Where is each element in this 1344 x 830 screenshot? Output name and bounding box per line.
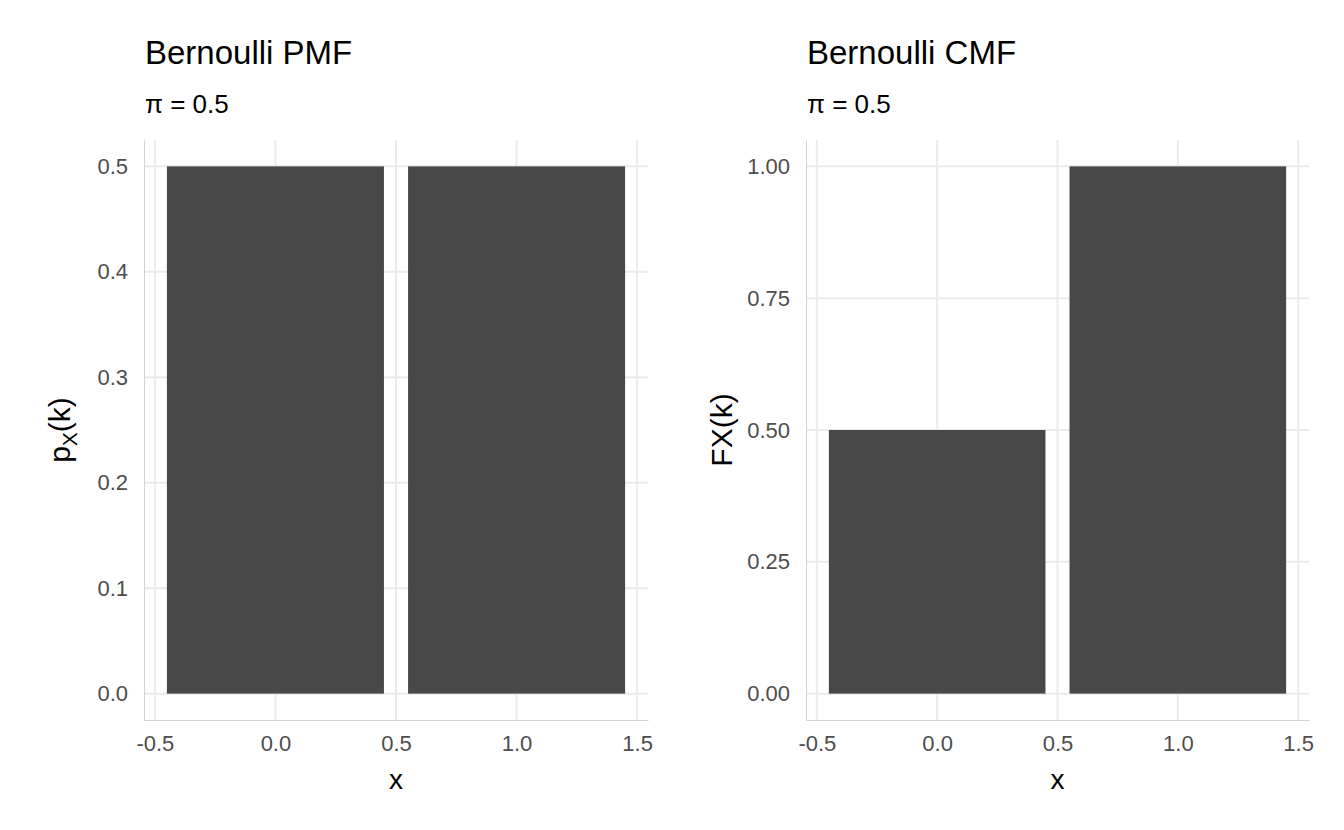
y-axis: 0.00 0.25 0.50 0.75 1.00 (747, 141, 806, 721)
tick-label: 0.0 (97, 681, 128, 706)
tick: 0.0 (261, 720, 292, 756)
tick: 0.5 (381, 720, 412, 756)
tick: -0.5 (136, 720, 174, 756)
grid-line (395, 140, 397, 720)
tick: 0.3 (97, 365, 144, 390)
tick-label: 0.5 (381, 731, 412, 756)
axis-line (145, 720, 649, 721)
grid-line (154, 140, 156, 720)
grid-line (816, 140, 818, 720)
tick: 0.50 (747, 418, 806, 443)
axis-line (144, 141, 145, 721)
tick: -0.5 (798, 720, 836, 756)
y-axis-title: pX(k) (43, 397, 81, 463)
tick-label: -0.5 (798, 731, 836, 756)
tick-label: 1.00 (747, 154, 790, 179)
tick: 0.1 (97, 576, 144, 601)
tick-label: 0.25 (747, 549, 790, 574)
grid (144, 140, 648, 720)
tick: 0.4 (97, 259, 144, 284)
panel: -0.5 0.0 0.5 1.0 1.5 0.00 0.25 0.50 0.75 1.00 Bern… (705, 34, 1314, 795)
title: Bernoulli CMF (807, 34, 1016, 71)
bar (167, 166, 384, 693)
tick: 0.0 (97, 681, 144, 706)
tick-label: 0.00 (747, 681, 790, 706)
tick: 0.5 (97, 154, 144, 179)
tick: 1.0 (1163, 720, 1194, 756)
tick: 1.0 (502, 720, 533, 756)
tick-label: 0.5 (1043, 731, 1074, 756)
x-axis: -0.5 0.0 0.5 1.0 1.5 (136, 720, 653, 756)
tick: 0.25 (747, 549, 806, 574)
tick-label: 0.0 (261, 731, 292, 756)
tick: 0.5 (1043, 720, 1074, 756)
bar (408, 166, 625, 693)
axis-line (806, 141, 807, 721)
tick-label: 0.1 (97, 576, 128, 601)
grid-line (1057, 140, 1059, 720)
y-axis: 0.0 0.1 0.2 0.3 0.4 0.5 (97, 141, 144, 721)
tick-label: 1.5 (1283, 731, 1314, 756)
tick-label: 0.2 (97, 470, 128, 495)
plot-area (829, 166, 1286, 693)
bar (1070, 166, 1287, 693)
tick: 1.00 (747, 154, 806, 179)
plot-area (167, 166, 625, 693)
tick: 0.75 (747, 286, 806, 311)
tick-label: 0.5 (97, 154, 128, 179)
tick-label: 1.5 (622, 731, 653, 756)
tick-label: 0.3 (97, 365, 128, 390)
subtitle: π = 0.5 (145, 89, 229, 119)
grid (806, 140, 1309, 720)
tick: 0.0 (922, 720, 953, 756)
tick-label: 1.0 (1163, 731, 1194, 756)
tick-label: 0.0 (922, 731, 953, 756)
tick: 0.00 (747, 681, 806, 706)
tick: 1.5 (622, 720, 653, 756)
grid-line (1297, 140, 1299, 720)
subtitle: π = 0.5 (807, 89, 891, 119)
x-axis-title: x (389, 764, 403, 795)
tick-label: 0.75 (747, 286, 790, 311)
x-axis-title: x (1051, 764, 1065, 795)
x-axis: -0.5 0.0 0.5 1.0 1.5 (798, 720, 1314, 756)
axis-line (807, 720, 1310, 721)
panel: -0.5 0.0 0.5 1.0 1.5 0.0 0.1 0.2 0.3 0.4 0.5 Bernou… (43, 34, 653, 795)
tick: 0.2 (97, 470, 144, 495)
tick-label: 0.50 (747, 418, 790, 443)
y-axis-title: FX(k) (705, 393, 738, 466)
title: Bernoulli PMF (145, 34, 352, 71)
bar (829, 430, 1046, 694)
tick: 1.5 (1283, 720, 1314, 756)
tick-label: 1.0 (502, 731, 533, 756)
tick-label: -0.5 (136, 731, 174, 756)
grid-line (636, 140, 638, 720)
tick-label: 0.4 (97, 259, 128, 284)
figure: -0.5 0.0 0.5 1.0 1.5 0.0 0.1 0.2 0.3 0.4 0.5 Bernou… (0, 0, 1344, 830)
